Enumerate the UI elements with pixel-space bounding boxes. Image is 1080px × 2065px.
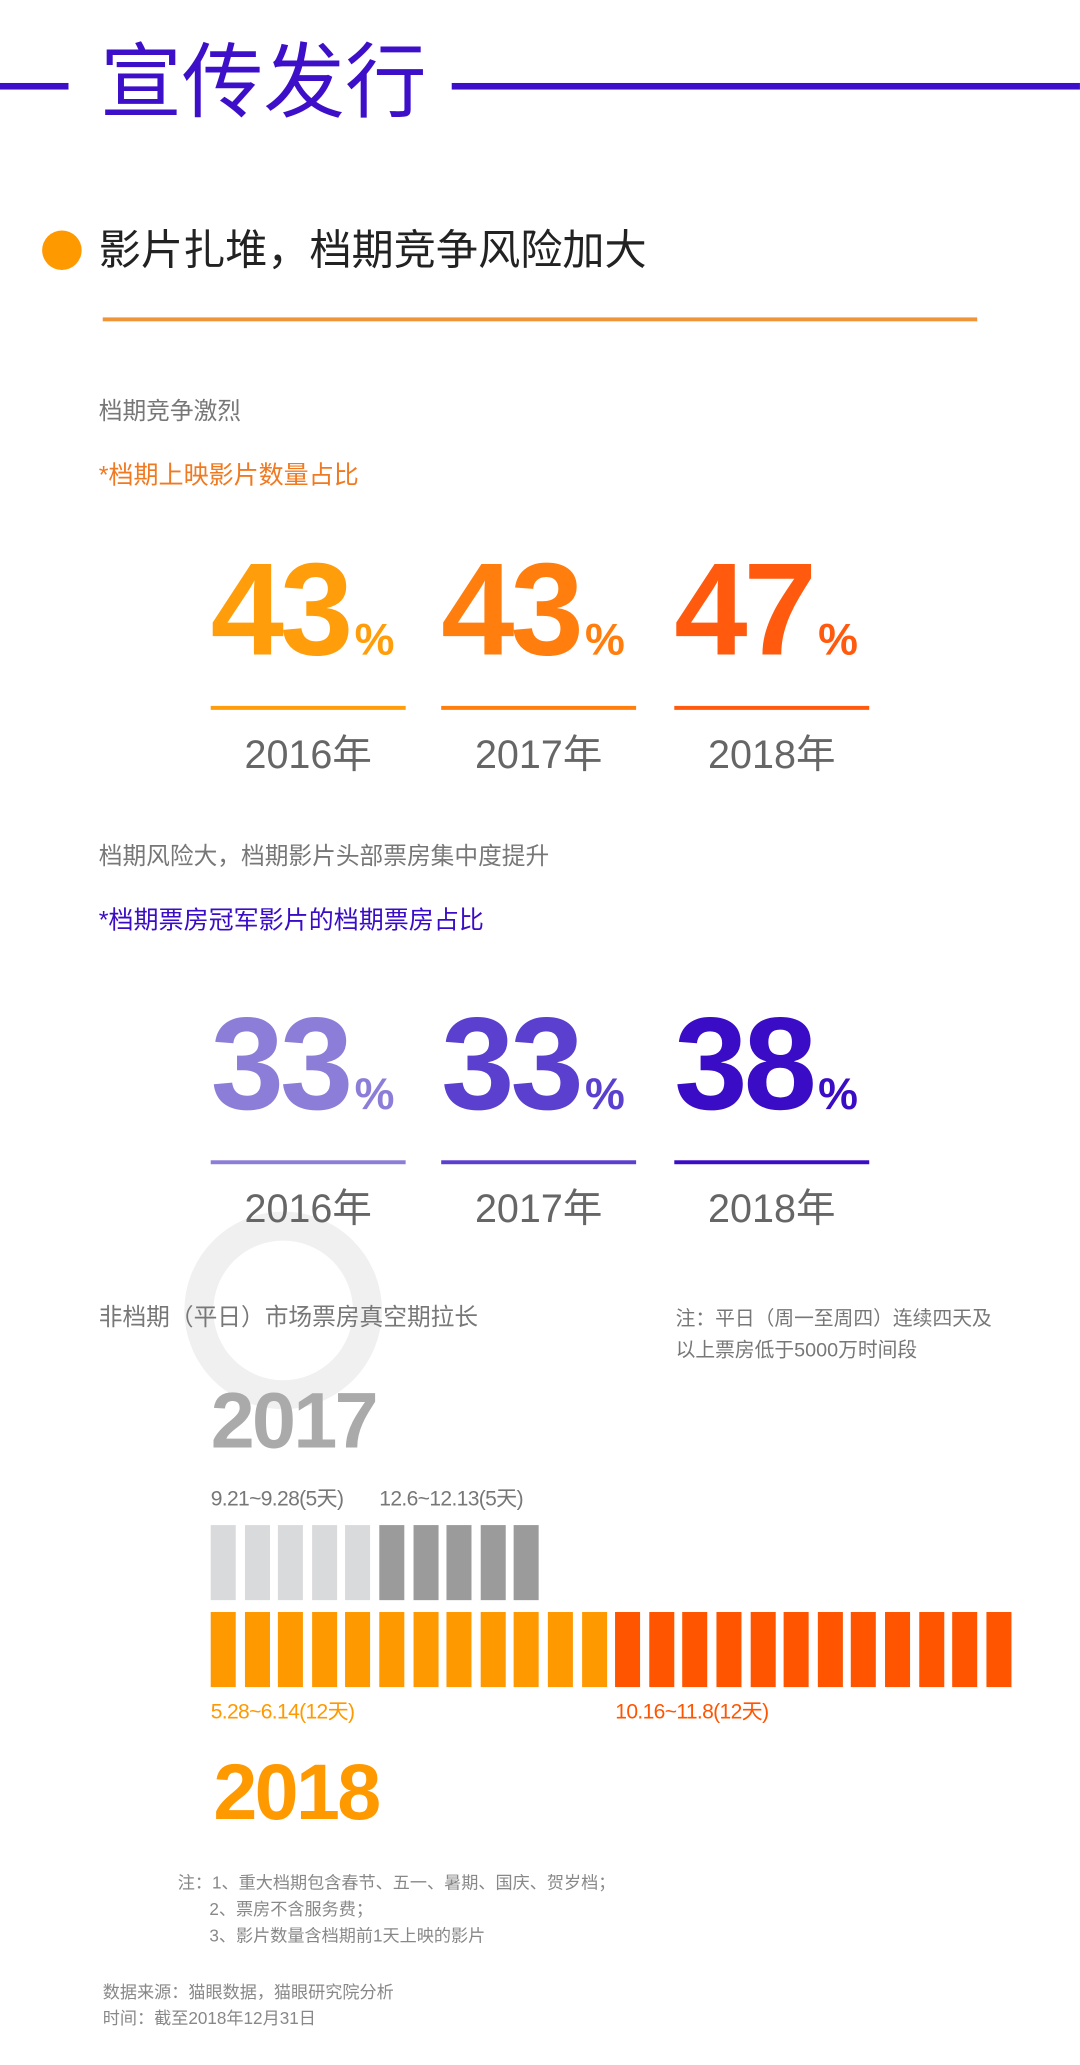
data-time: 时间：截至2018年12月31日 xyxy=(102,2008,316,2029)
stat: 33% xyxy=(211,992,406,1137)
stat-value: 47 xyxy=(674,536,817,684)
title-rule-right xyxy=(451,82,1080,90)
stat-underline xyxy=(441,1160,637,1165)
block2-note: *档期票房冠军影片的档期票房占比 xyxy=(98,907,484,936)
stat: 47% xyxy=(674,537,869,682)
day-bar xyxy=(952,1612,978,1688)
day-bar xyxy=(345,1612,371,1688)
day-bar xyxy=(244,1525,270,1601)
block2-label: 档期风险大，档期影片头部票房集中度提升 xyxy=(98,842,550,870)
data-source: 数据来源：猫眼数据，猫眼研究院分析 xyxy=(102,1982,394,2002)
year-2018-label: 2018 xyxy=(213,1747,381,1836)
section-subtitle: 影片扎堆，档期竞争风险加大 xyxy=(98,226,647,274)
day-bar xyxy=(311,1525,337,1601)
period-label: 9.21~9.28(5天) xyxy=(210,1488,344,1511)
year-2017-label: 2017 xyxy=(210,1376,379,1465)
day-bar xyxy=(918,1612,944,1688)
day-bar xyxy=(210,1612,236,1688)
stat: 43% xyxy=(211,537,406,682)
stat-underline xyxy=(441,705,637,710)
note-1: 注：1、重大档期包含春节、五一、暑期、国庆、贺岁档； xyxy=(177,1872,616,1893)
day-bar xyxy=(311,1612,337,1688)
day-bar xyxy=(446,1525,472,1601)
percent-sign: % xyxy=(585,615,625,666)
stat-value: 33 xyxy=(441,990,584,1138)
block1-label: 档期竞争激烈 xyxy=(98,397,242,425)
stat-underline xyxy=(674,1160,870,1165)
day-bar xyxy=(817,1612,843,1688)
title-rule-left xyxy=(0,82,69,90)
day-bar xyxy=(210,1525,236,1601)
stat-year: 2016年 xyxy=(244,733,372,778)
block3-label: 非档期（平日）市场票房真空期拉长 xyxy=(98,1303,479,1331)
period-label: 10.16~11.8(12天) xyxy=(615,1701,769,1724)
percent-sign: % xyxy=(354,615,395,666)
day-bar xyxy=(547,1612,573,1688)
day-bar xyxy=(413,1525,439,1601)
day-bar xyxy=(446,1612,472,1688)
day-bar xyxy=(615,1612,641,1688)
stat-underline xyxy=(210,1160,406,1165)
day-bar xyxy=(244,1612,270,1688)
day-bar xyxy=(783,1612,809,1688)
day-bar xyxy=(480,1525,506,1601)
section-divider xyxy=(102,317,978,322)
day-bar xyxy=(514,1612,540,1688)
day-bar xyxy=(716,1612,742,1688)
day-bar xyxy=(480,1612,506,1688)
day-bar xyxy=(413,1612,439,1688)
percent-sign: % xyxy=(818,615,858,666)
percent-sign: % xyxy=(818,1069,858,1120)
stat-value: 43 xyxy=(210,536,354,684)
stat-value: 33 xyxy=(210,990,354,1138)
percent-sign: % xyxy=(354,1069,395,1120)
day-bar xyxy=(682,1612,708,1688)
page-title: 宣传发行 xyxy=(100,38,427,130)
stat-value: 38 xyxy=(674,990,817,1138)
stat-value: 43 xyxy=(441,536,584,684)
day-bar xyxy=(885,1612,911,1688)
stat: 33% xyxy=(441,992,636,1137)
stat-year: 2016年 xyxy=(244,1187,372,1232)
bullet-dot-icon xyxy=(42,230,82,270)
block3-side-note: 注：平日（周一至周四）连续四天及 以上票房低于5000万时间段 xyxy=(676,1304,992,1367)
day-bar xyxy=(851,1612,877,1688)
stat-year: 2018年 xyxy=(708,733,836,778)
day-bar xyxy=(986,1612,1012,1688)
side-note-line-2: 以上票房低于5000万时间段 xyxy=(675,1339,918,1362)
stat-underline xyxy=(674,705,870,710)
percent-sign: % xyxy=(585,1069,625,1120)
notes: 注：1、重大档期包含春节、五一、暑期、国庆、贺岁档； 2、票房不含服务费； 3、… xyxy=(178,1870,616,1949)
stat-year: 2018年 xyxy=(708,1187,836,1232)
day-bar xyxy=(379,1525,405,1601)
day-bar xyxy=(278,1612,304,1688)
stat-underline xyxy=(210,705,406,710)
period-label: 12.6~12.13(5天) xyxy=(379,1488,523,1511)
day-bar xyxy=(345,1525,371,1601)
day-bar xyxy=(278,1525,304,1601)
note-3: 3、影片数量含档期前1天上映的影片 xyxy=(209,1925,486,1946)
period-label: 5.28~6.14(12天) xyxy=(210,1701,355,1724)
day-bar xyxy=(750,1612,776,1688)
stat: 38% xyxy=(674,992,869,1137)
stat: 43% xyxy=(441,537,636,682)
stat-year: 2017年 xyxy=(474,1187,603,1232)
day-bar xyxy=(379,1612,405,1688)
day-bar xyxy=(649,1612,675,1688)
day-bar xyxy=(581,1612,607,1688)
block1-note: *档期上映影片数量占比 xyxy=(98,462,359,490)
day-bar xyxy=(514,1525,540,1601)
stat-year: 2017年 xyxy=(474,733,603,778)
side-note-line-1: 注：平日（周一至周四）连续四天及 xyxy=(675,1307,992,1331)
note-2: 2、票房不含服务费； xyxy=(209,1899,374,1919)
